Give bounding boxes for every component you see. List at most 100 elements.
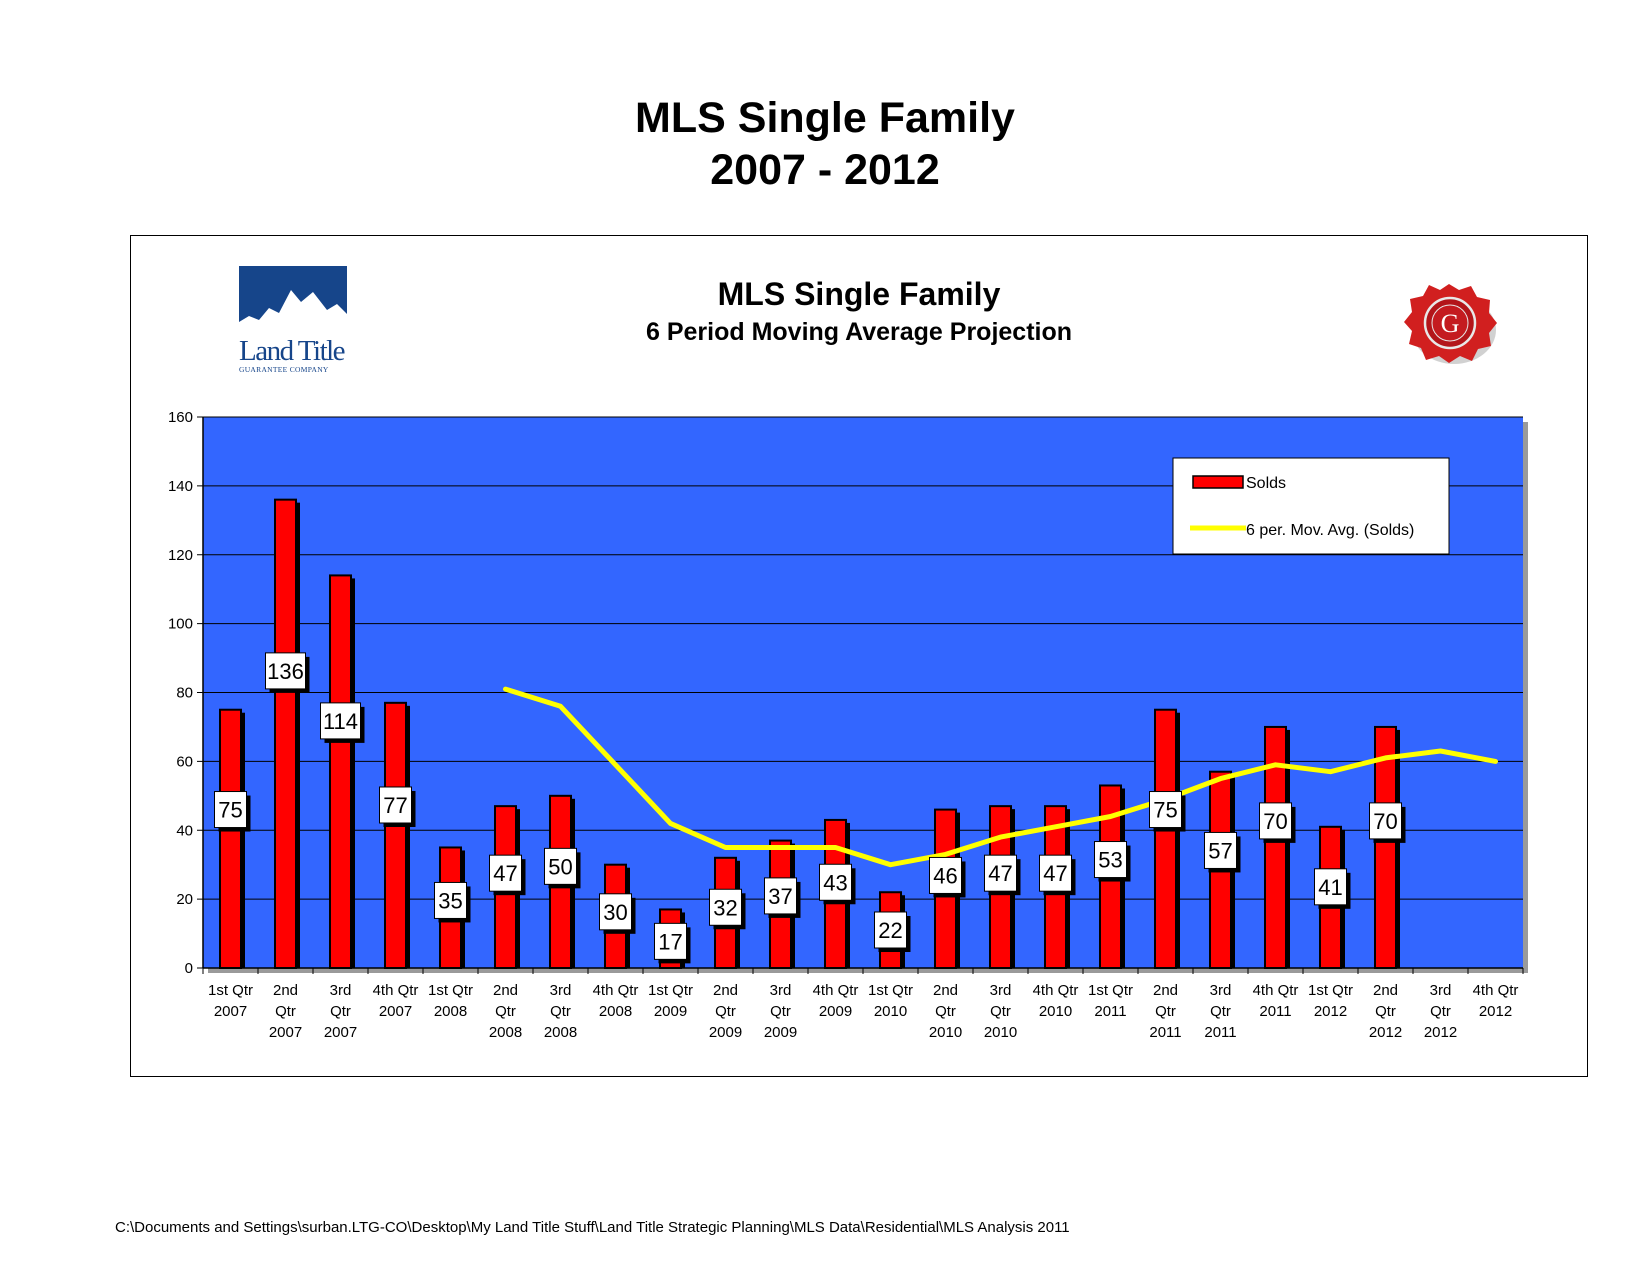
data-label: 17 bbox=[658, 929, 682, 954]
page-title-line2: 2007 - 2012 bbox=[710, 146, 940, 194]
x-tick-label: 2nd Qtr 2007 bbox=[269, 982, 302, 1041]
x-tick-label: 3rd Qtr 2007 bbox=[324, 982, 357, 1041]
page-title-line1: MLS Single Family bbox=[635, 94, 1015, 142]
bar bbox=[219, 708, 242, 969]
x-tick-label: 1st Qtr 2008 bbox=[428, 982, 473, 1020]
data-label: 30 bbox=[603, 900, 627, 925]
bar bbox=[1154, 708, 1177, 969]
data-label: 35 bbox=[438, 888, 462, 913]
data-label: 57 bbox=[1208, 838, 1232, 863]
bar bbox=[329, 574, 352, 969]
bar bbox=[1374, 725, 1397, 969]
x-tick-label: 2nd Qtr 2012 bbox=[1369, 982, 1402, 1041]
data-label: 75 bbox=[1153, 798, 1177, 823]
chart-legend: Solds 6 per. Mov. Avg. (Solds) bbox=[1172, 457, 1450, 555]
data-label: 77 bbox=[383, 793, 407, 818]
chart-title: MLS Single Family bbox=[717, 276, 1001, 312]
data-label-box bbox=[434, 881, 467, 919]
data-label: 47 bbox=[988, 861, 1012, 886]
data-label: 50 bbox=[548, 854, 572, 879]
x-tick-label: 1st Qtr 2011 bbox=[1088, 982, 1133, 1020]
bar bbox=[274, 498, 297, 969]
data-label-box bbox=[764, 877, 797, 915]
chart-subtitle: 6 Period Moving Average Projection bbox=[645, 318, 1073, 346]
wax-seal-g-icon: G bbox=[1401, 278, 1501, 375]
x-tick-label: 4th Qtr 2009 bbox=[813, 982, 859, 1020]
bar bbox=[384, 701, 407, 969]
data-label: 70 bbox=[1263, 809, 1287, 834]
data-label-box bbox=[265, 652, 306, 690]
data-label: 53 bbox=[1098, 848, 1122, 873]
y-tick-label: 40 bbox=[176, 822, 193, 839]
y-tick-label: 20 bbox=[176, 891, 193, 908]
page-title: MLS Single Family 2007 - 2012 bbox=[0, 92, 1650, 196]
x-tick-label: 2nd Qtr 2011 bbox=[1149, 982, 1181, 1041]
seal-letter: G bbox=[1441, 309, 1460, 338]
data-label-box bbox=[984, 854, 1017, 892]
data-label-box bbox=[599, 893, 632, 931]
land-title-brand: Land Title bbox=[239, 335, 346, 367]
x-tick-label: 3rd Qtr 2012 bbox=[1424, 982, 1457, 1041]
x-tick-label: 3rd Qtr 2008 bbox=[544, 982, 577, 1041]
data-label-box bbox=[709, 888, 742, 926]
x-tick-label: 2nd Qtr 2010 bbox=[929, 982, 962, 1041]
data-label-box bbox=[1204, 831, 1237, 869]
y-tick-label: 160 bbox=[168, 409, 193, 426]
data-label: 47 bbox=[1043, 861, 1067, 886]
x-tick-label: 1st Qtr 2012 bbox=[1308, 982, 1353, 1020]
data-label: 75 bbox=[218, 798, 242, 823]
data-label: 136 bbox=[267, 659, 304, 684]
x-tick-label: 1st Qtr 2010 bbox=[868, 982, 913, 1020]
x-tick-label: 1st Qtr 2007 bbox=[208, 982, 253, 1020]
x-tick-label: 3rd Qtr 2009 bbox=[764, 982, 797, 1041]
data-label-box bbox=[1369, 802, 1402, 840]
data-label-box bbox=[320, 702, 361, 740]
y-tick-label: 60 bbox=[176, 753, 193, 770]
x-tick-label: 4th Qtr 2008 bbox=[593, 982, 639, 1020]
y-tick-label: 140 bbox=[168, 478, 193, 495]
data-label: 37 bbox=[768, 884, 792, 909]
x-tick-label: 4th Qtr 2007 bbox=[373, 982, 419, 1020]
data-label-box bbox=[819, 863, 852, 901]
x-tick-label: 3rd Qtr 2011 bbox=[1204, 982, 1236, 1041]
legend-solds-swatch bbox=[1192, 475, 1244, 489]
chart-plot: 75 136 114 77 35 47 50 30 17 32 37 43 22 46 47 47 53 75 57… bbox=[168, 409, 1528, 1041]
x-tick-label: 4th Qtr 2010 bbox=[1033, 982, 1079, 1020]
y-tick-label: 100 bbox=[168, 616, 193, 633]
legend-solds-label: Solds bbox=[1246, 475, 1286, 492]
x-tick-label: 2nd Qtr 2009 bbox=[709, 982, 742, 1041]
mountain-logo-icon bbox=[239, 266, 347, 330]
data-label: 70 bbox=[1373, 809, 1397, 834]
x-tick-label: 2nd Qtr 2008 bbox=[489, 982, 522, 1041]
legend-box bbox=[1172, 457, 1450, 555]
data-label-box bbox=[1039, 854, 1072, 892]
data-label-box bbox=[874, 911, 907, 949]
data-label-box bbox=[1314, 868, 1347, 906]
data-label-box bbox=[489, 854, 522, 892]
data-label-box bbox=[929, 856, 962, 894]
land-title-tagline: GUARANTEE COMPANY bbox=[239, 365, 329, 374]
data-label-box bbox=[214, 791, 247, 829]
y-tick-label: 80 bbox=[176, 685, 193, 702]
x-tick-label: 4th Qtr 2011 bbox=[1253, 982, 1299, 1020]
data-label: 114 bbox=[323, 709, 358, 734]
x-tick-label: 3rd Qtr 2010 bbox=[984, 982, 1017, 1041]
land-title-logo: Land Title GUARANTEE COMPANY bbox=[239, 266, 349, 374]
data-label-box bbox=[654, 922, 687, 960]
data-label: 47 bbox=[493, 861, 517, 886]
data-label-box bbox=[544, 847, 577, 885]
data-label-box bbox=[379, 786, 412, 824]
data-label: 43 bbox=[823, 870, 847, 895]
data-label: 46 bbox=[933, 863, 957, 888]
data-label-box bbox=[1094, 841, 1127, 879]
legend-ma-label: 6 per. Mov. Avg. (Solds) bbox=[1246, 522, 1414, 539]
file-path-footer: C:\Documents and Settings\surban.LTG-CO\… bbox=[115, 1219, 1070, 1236]
y-tick-label: 0 bbox=[185, 960, 193, 977]
moving-average-line bbox=[503, 686, 1498, 868]
data-label-box bbox=[1149, 791, 1182, 829]
x-tick-label: 1st Qtr 2009 bbox=[648, 982, 693, 1020]
y-tick-label: 120 bbox=[168, 547, 193, 564]
data-label: 32 bbox=[713, 895, 737, 920]
x-tick-label: 4th Qtr 2012 bbox=[1473, 982, 1519, 1020]
data-label: 41 bbox=[1318, 875, 1342, 900]
